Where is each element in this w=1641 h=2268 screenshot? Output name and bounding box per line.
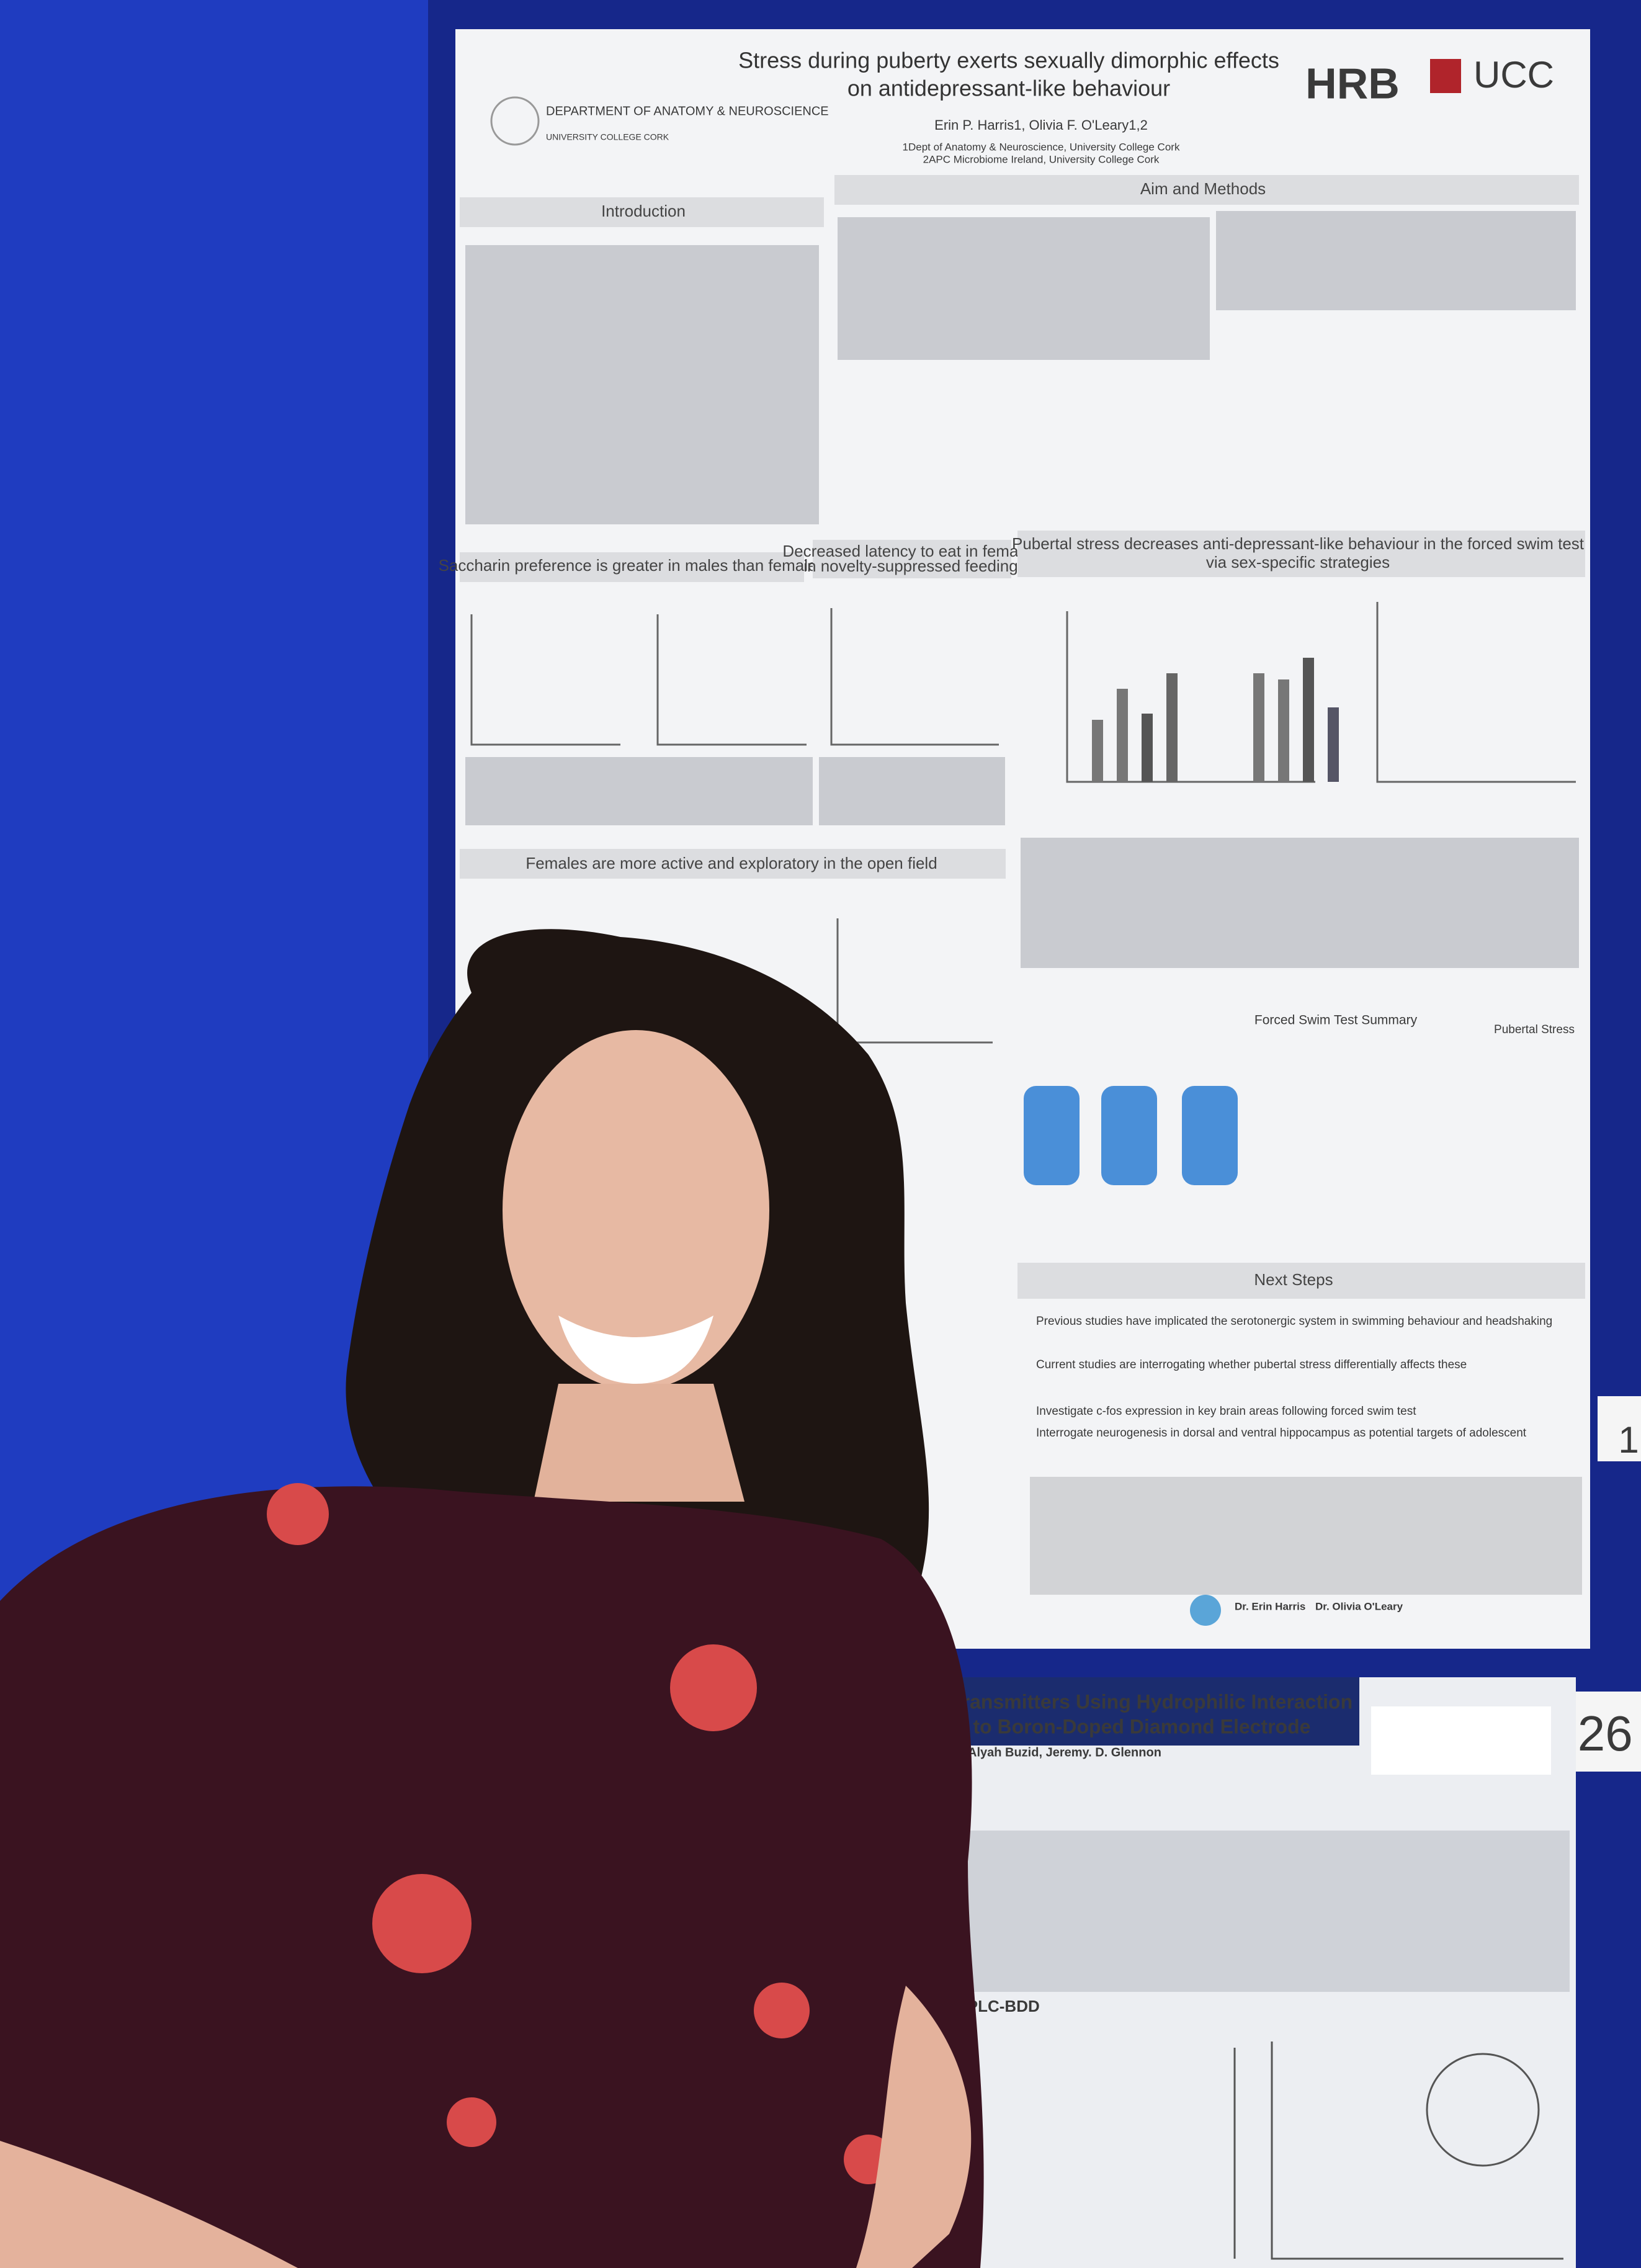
section-heading: Saccharin preference is greater in males…: [439, 556, 825, 575]
ministry-logo: [1371, 1706, 1551, 1775]
list-item: Interrogate neurogenesis in dorsal and v…: [1036, 1427, 1527, 1440]
twitter-icon: [1190, 1595, 1221, 1626]
poster-affiliation: 2APC Microbiome Ireland, University Coll…: [923, 153, 1160, 165]
lower-poster-title: d to Boron-Doped Diamond Electrode: [955, 1715, 1310, 1737]
dept-logo-sub: UNIVERSITY COLLEGE CORK: [546, 132, 669, 142]
chart-placeholders: [470, 602, 1576, 1044]
person-arm: [0, 2141, 298, 2268]
section-heading: Females are more active and exploratory …: [525, 854, 937, 872]
dress-flowers: [267, 1483, 893, 2184]
section-heading: via sex-specific strategies: [1206, 553, 1390, 571]
section-heading: Decreased latency to eat in females: [782, 542, 1039, 560]
poster-title: on antidepressant-like behaviour: [847, 76, 1170, 101]
section-header-bg: [1017, 1263, 1585, 1299]
section-header-bg: [460, 197, 824, 227]
hrb-logo: HRB: [1305, 59, 1400, 107]
table-heading: Pubertal Stress: [1494, 1023, 1575, 1036]
section-heading: in novelty-suppressed feeding: [803, 557, 1017, 575]
list-item: Previous studies have implicated the ser…: [1036, 1315, 1552, 1328]
dept-logo: DEPARTMENT OF ANATOMY & NEUROSCIENCE: [546, 104, 829, 118]
section-heading: Aim and Methods: [1140, 179, 1266, 198]
person-hand: [856, 1986, 972, 2268]
dept-logo-icon: [490, 96, 540, 146]
person-smile: [558, 1316, 713, 1384]
table-heading: Forced Swim Test Summary: [1254, 1013, 1418, 1028]
contact: Dr. Erin Harris: [1235, 1600, 1305, 1612]
poster-authors: Erin P. Harris1, Olivia F. O'Leary1,2: [934, 117, 1148, 133]
references-placeholder: [1030, 1477, 1582, 1595]
next-steps-list: Previous studies have implicated the ser…: [1036, 1315, 1552, 1440]
lower-chart-inset: [1426, 2053, 1540, 2167]
number-tag: [1598, 1396, 1641, 1461]
section-header-bg: [813, 540, 1011, 578]
list-item: Current studies are interrogating whethe…: [1036, 1358, 1467, 1371]
lower-poster-header: [925, 1677, 1359, 1746]
section-header-bg: [460, 849, 1006, 879]
section-header-bg: [834, 175, 1579, 205]
lower-poster-authors: Alyah Buzid, Jeremy. D. Glennon: [968, 1746, 1161, 1759]
ucc-logo: UCC: [1473, 54, 1554, 96]
section-heading: Next Steps: [1254, 1270, 1333, 1289]
section-header-bg: [460, 552, 804, 582]
lower-text-placeholder: [955, 1831, 1570, 1992]
person-neck: [534, 1384, 744, 1502]
number-tag-text: 1: [1618, 1419, 1639, 1461]
section-heading: Introduction: [601, 202, 686, 220]
poster-title: Stress during puberty exerts sexually di…: [738, 48, 1279, 73]
lower-poster-title: transmitters Using Hydrophilic Interacti…: [955, 1690, 1353, 1713]
chart-bars: [1092, 658, 1339, 782]
ucc-crest: [1430, 59, 1461, 93]
swim-cylinders: [1024, 1086, 1238, 1185]
contact: Dr. Olivia O'Leary: [1315, 1600, 1403, 1612]
section-heading: Pubertal stress decreases anti-depressan…: [1012, 534, 1585, 553]
person-face: [503, 1030, 769, 1390]
text-placeholders: [465, 211, 1579, 968]
person-dress: [0, 1486, 984, 2268]
list-item: Investigate c-fos expression in key brai…: [1036, 1405, 1416, 1418]
poster-affiliation: 1Dept of Anatomy & Neuroscience, Univers…: [903, 141, 1180, 153]
lower-chart: [1233, 2042, 1563, 2260]
section-header-bg: [1017, 531, 1585, 577]
